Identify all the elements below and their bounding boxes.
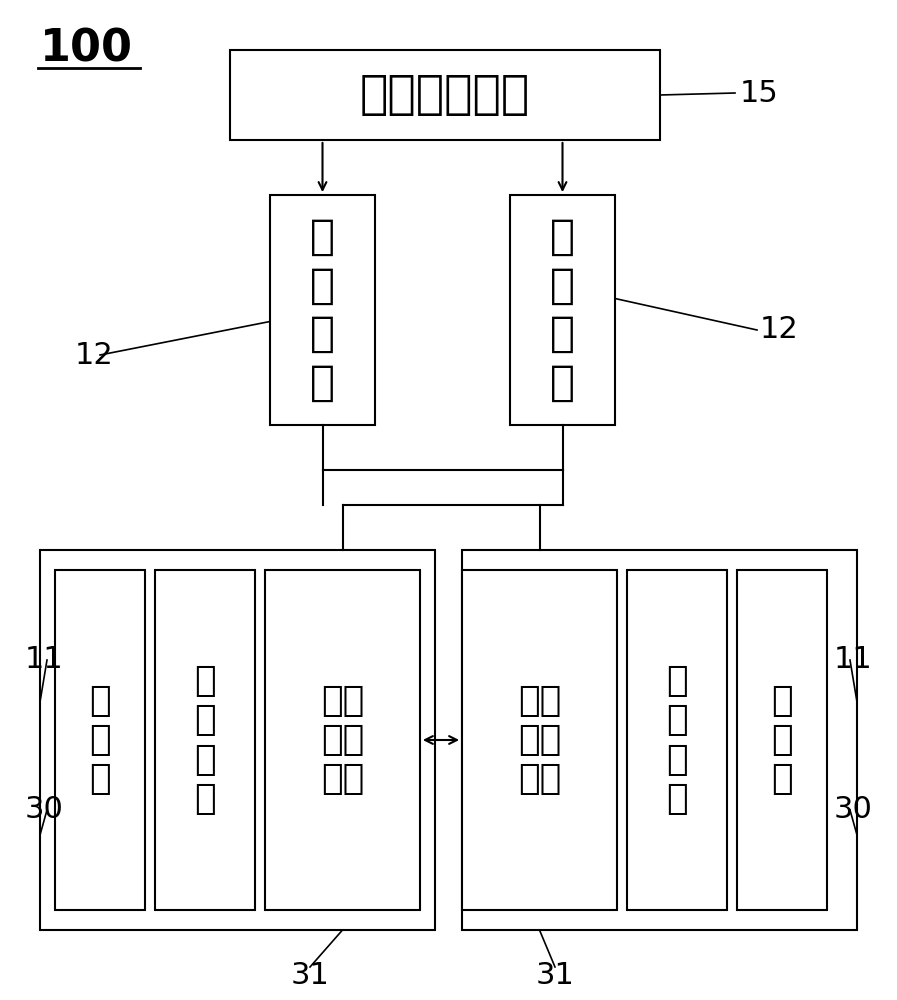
Text: 冗余
通讯
模块: 冗余 通讯 模块: [518, 684, 562, 796]
Bar: [265, 570, 420, 910]
Text: 31: 31: [291, 960, 329, 990]
Text: 远
程
接
口: 远 程 接 口: [550, 216, 575, 404]
Bar: [40, 550, 435, 930]
Text: 冗余
通讯
模块: 冗余 通讯 模块: [321, 684, 364, 796]
Bar: [55, 570, 145, 910]
Bar: [270, 195, 375, 425]
Text: 棒位检测装置: 棒位检测装置: [360, 73, 530, 117]
Text: 11: 11: [25, 646, 64, 674]
Text: 控
制
模
块: 控 制 模 块: [194, 664, 216, 816]
Text: 控
制
器: 控 制 器: [771, 684, 793, 796]
Bar: [462, 570, 617, 910]
Bar: [462, 550, 857, 930]
Text: 控
制
模
块: 控 制 模 块: [666, 664, 688, 816]
Text: 100: 100: [40, 28, 133, 71]
Text: 30: 30: [25, 796, 64, 824]
Bar: [627, 570, 727, 910]
Text: 12: 12: [760, 316, 798, 344]
Bar: [510, 195, 615, 425]
Text: 30: 30: [833, 796, 872, 824]
Bar: [737, 570, 827, 910]
Text: 31: 31: [536, 960, 574, 990]
Text: 15: 15: [740, 79, 779, 107]
Text: 11: 11: [833, 646, 872, 674]
Text: 控
制
器: 控 制 器: [89, 684, 111, 796]
Bar: [155, 570, 255, 910]
Text: 远
程
接
口: 远 程 接 口: [310, 216, 335, 404]
Text: 12: 12: [75, 340, 114, 369]
Bar: [230, 50, 660, 140]
